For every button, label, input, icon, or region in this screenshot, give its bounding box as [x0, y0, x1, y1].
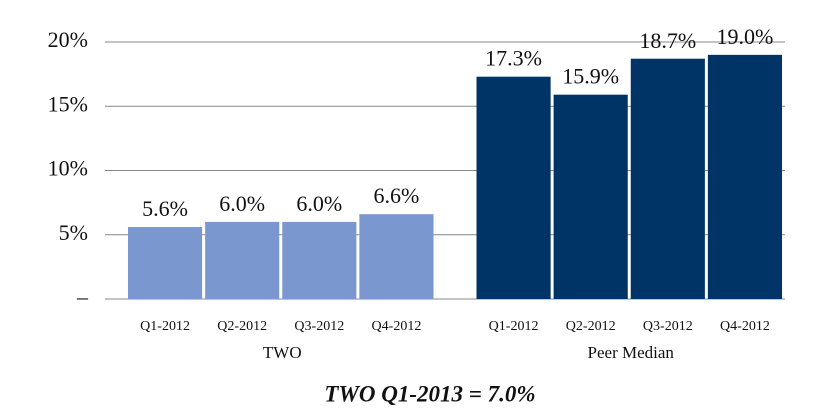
data-label: 6.0%: [296, 191, 342, 216]
x-tick-label: Q2-2012: [566, 319, 616, 334]
x-tick-label: Q3-2012: [294, 319, 344, 334]
data-label: 5.6%: [142, 196, 188, 221]
data-label: 6.6%: [374, 183, 420, 208]
x-tick-label: Q3-2012: [643, 319, 693, 334]
y-tick-label: 5%: [59, 220, 88, 245]
x-tick-label: Q1-2012: [489, 319, 539, 334]
x-tick-label: Q2-2012: [217, 319, 267, 334]
bar: [359, 214, 434, 299]
bar: [282, 221, 357, 299]
data-label: 15.9%: [562, 64, 619, 89]
y-tick-label: 15%: [48, 91, 88, 116]
y-tick-label: 20%: [48, 27, 88, 52]
group-label: TWO: [263, 343, 302, 362]
group-label: Peer Median: [588, 343, 675, 362]
x-tick-label: Q4-2012: [720, 319, 770, 334]
bar: [553, 94, 628, 299]
bar: [707, 54, 782, 299]
annotation: TWO Q1-2013 = 7.0%: [324, 381, 535, 406]
data-label: 6.0%: [219, 191, 265, 216]
data-label: 19.0%: [717, 24, 774, 49]
bar: [476, 76, 551, 299]
y-tick-label: 10%: [48, 156, 88, 181]
x-tick-label: Q1-2012: [140, 319, 190, 334]
y-tick-label: –: [76, 284, 89, 309]
x-tick-label: Q4-2012: [372, 319, 422, 334]
bar: [205, 221, 280, 299]
bar: [630, 58, 705, 299]
bar: [128, 227, 203, 299]
data-label: 17.3%: [485, 46, 542, 71]
data-label: 18.7%: [639, 28, 696, 53]
